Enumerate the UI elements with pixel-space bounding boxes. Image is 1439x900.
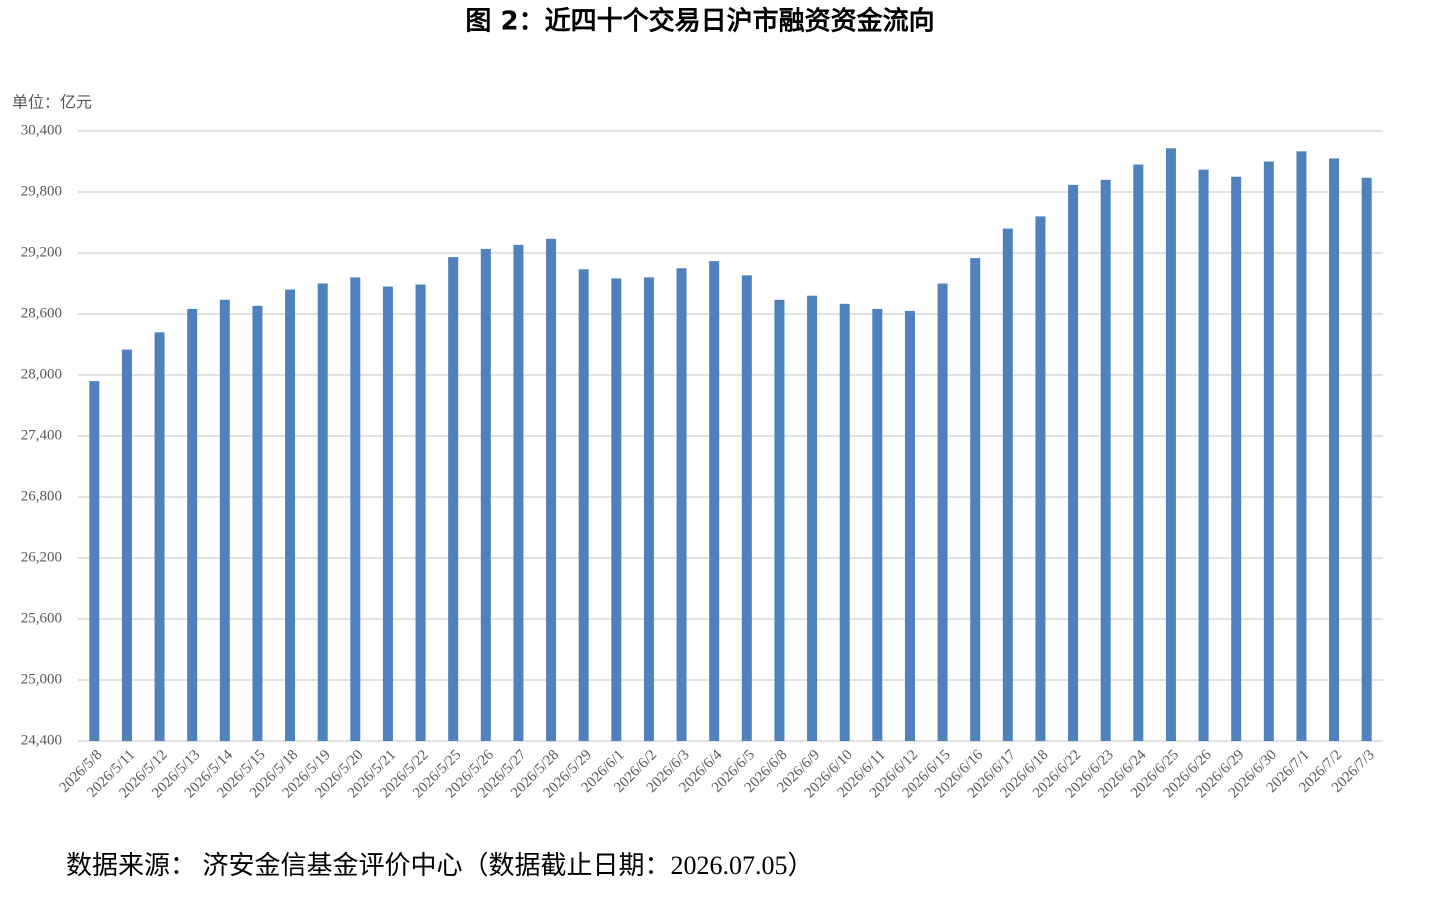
bar bbox=[1165, 148, 1176, 742]
bar bbox=[1263, 161, 1274, 741]
bar bbox=[187, 308, 198, 741]
bar bbox=[415, 284, 426, 741]
y-tick-label: 24,400 bbox=[21, 732, 62, 748]
bar bbox=[513, 244, 524, 741]
bar bbox=[121, 349, 132, 741]
y-tick-label: 25,000 bbox=[21, 671, 62, 687]
bar bbox=[317, 283, 328, 741]
bar bbox=[448, 257, 459, 741]
bar bbox=[285, 289, 296, 741]
bar bbox=[1133, 164, 1144, 742]
bar bbox=[382, 286, 393, 741]
bar bbox=[350, 277, 361, 741]
bar bbox=[1002, 228, 1013, 742]
bar bbox=[1361, 177, 1372, 741]
bar bbox=[839, 303, 850, 741]
source-note: 数据来源： 济安金信基金评价中心（数据截止日期：2026.07.05） bbox=[66, 851, 814, 880]
bar bbox=[480, 248, 491, 741]
unit-label: 单位：亿元 bbox=[12, 93, 92, 112]
bar bbox=[546, 238, 557, 741]
bar bbox=[611, 278, 622, 741]
bar bbox=[643, 277, 654, 741]
y-tick-label: 28,000 bbox=[21, 366, 62, 382]
bar bbox=[1231, 176, 1242, 741]
bar bbox=[741, 275, 752, 741]
y-tick-label: 27,400 bbox=[21, 427, 62, 443]
bar bbox=[1296, 151, 1307, 742]
bar bbox=[154, 332, 165, 741]
y-tick-label: 26,200 bbox=[21, 549, 62, 565]
bar bbox=[904, 310, 915, 741]
bar bbox=[219, 299, 230, 741]
bar bbox=[1198, 169, 1209, 742]
y-tick-label: 28,600 bbox=[21, 305, 62, 321]
y-tick-label: 26,800 bbox=[21, 488, 62, 504]
y-tick-label: 25,600 bbox=[21, 610, 62, 626]
bar bbox=[252, 305, 263, 741]
bar bbox=[676, 268, 687, 741]
y-tick-label: 29,200 bbox=[21, 244, 62, 260]
bar bbox=[1100, 179, 1111, 742]
bar bbox=[807, 295, 818, 741]
bar bbox=[89, 381, 100, 741]
y-tick-label: 30,400 bbox=[21, 122, 62, 138]
bar bbox=[872, 308, 883, 741]
bar bbox=[1329, 158, 1340, 741]
bar bbox=[1035, 216, 1046, 741]
bar bbox=[937, 283, 948, 741]
bar bbox=[709, 261, 720, 741]
chart-title: 图 2：近四十个交易日沪市融资资金流向 bbox=[465, 6, 934, 37]
bar bbox=[970, 258, 981, 741]
bar bbox=[1068, 184, 1079, 742]
bar bbox=[578, 269, 589, 741]
bar bbox=[774, 299, 785, 741]
y-tick-label: 29,800 bbox=[21, 183, 62, 199]
